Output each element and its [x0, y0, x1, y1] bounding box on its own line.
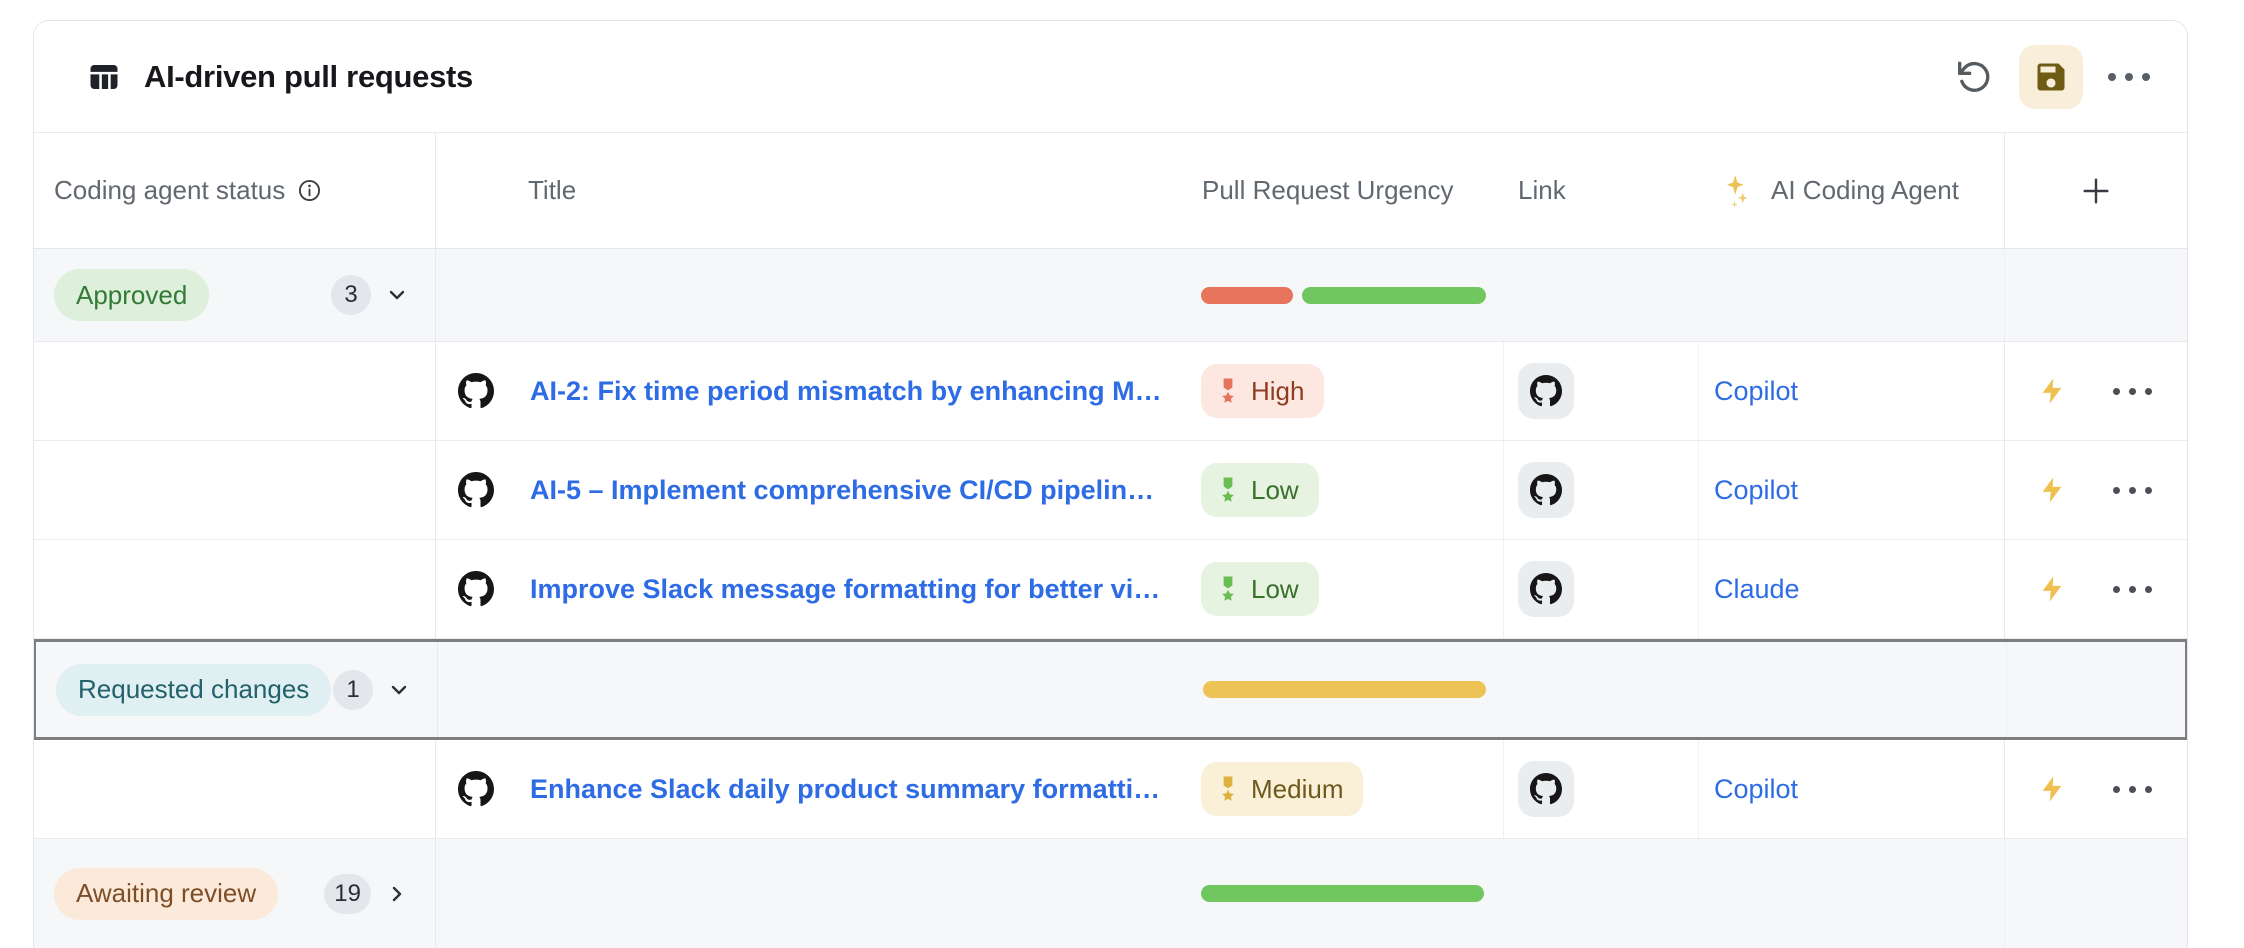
urgency-label: Medium	[1251, 773, 1344, 804]
github-icon	[1530, 474, 1562, 506]
table-row: Enhance Slack daily product summary form…	[34, 740, 2187, 839]
column-header-agent[interactable]: AI Coding Agent	[1699, 133, 2004, 248]
urgency-bar-high	[1201, 286, 1293, 304]
lightning-icon[interactable]	[2037, 475, 2067, 505]
column-label: Pull Request Urgency	[1202, 175, 1454, 205]
save-icon	[2037, 63, 2065, 90]
medal-icon	[1222, 776, 1234, 801]
urgency-summary-bars	[1186, 681, 1486, 698]
group-count-badge: 1	[333, 669, 373, 710]
column-header-link[interactable]: Link	[1504, 133, 1699, 248]
group-row-awaiting-review[interactable]: Awaiting review 19	[34, 839, 2187, 948]
undo-icon	[1958, 61, 1990, 92]
sparkles-icon	[1727, 174, 1748, 208]
group-count-badge: 3	[331, 275, 371, 315]
column-label: Title	[528, 175, 577, 205]
group-status-pill[interactable]: Requested changes	[56, 663, 332, 716]
github-icon	[458, 373, 494, 409]
table-row: Improve Slack message formatting for bet…	[34, 540, 2187, 639]
pr-title-link[interactable]: AI-5 – Implement comprehensive CI/CD pip…	[530, 474, 1155, 505]
urgency-badge[interactable]: Medium	[1201, 762, 1364, 816]
medal-icon	[1222, 477, 1234, 502]
row-menu-button[interactable]	[2113, 785, 2152, 793]
github-link-button[interactable]	[1518, 761, 1574, 817]
urgency-label: Low	[1251, 573, 1299, 604]
table-row: AI-2: Fix time period mismatch by enhanc…	[34, 342, 2187, 441]
page-title: AI-driven pull requests	[144, 58, 473, 94]
github-icon	[1530, 773, 1562, 805]
github-link-button[interactable]	[1518, 561, 1574, 617]
github-icon	[1530, 573, 1562, 605]
widget-titlebar: AI-driven pull requests	[34, 21, 2187, 133]
save-button[interactable]	[2019, 44, 2083, 109]
urgency-badge[interactable]: Low	[1201, 463, 1319, 517]
chevron-down-icon[interactable]	[385, 283, 409, 307]
group-row-approved[interactable]: Approved 3	[34, 249, 2187, 342]
urgency-bar-medium	[1203, 681, 1486, 698]
column-label: Coding agent status	[54, 175, 286, 205]
chevron-down-icon[interactable]	[387, 678, 411, 702]
urgency-summary-bars	[1184, 885, 1484, 902]
column-header-urgency[interactable]: Pull Request Urgency	[1184, 133, 1504, 248]
agent-link[interactable]: Copilot	[1714, 474, 1799, 505]
agent-link[interactable]: Copilot	[1714, 773, 1799, 804]
row-menu-button[interactable]	[2113, 585, 2152, 593]
ellipsis-icon	[2108, 72, 2150, 81]
chevron-right-icon[interactable]	[385, 882, 409, 906]
more-button[interactable]	[2097, 45, 2161, 109]
github-link-button[interactable]	[1518, 363, 1574, 419]
pr-title-link[interactable]: AI-2: Fix time period mismatch by enhanc…	[530, 375, 1162, 406]
table-row: AI-5 – Implement comprehensive CI/CD pip…	[34, 441, 2187, 540]
column-label: AI Coding Agent	[1771, 175, 1959, 205]
group-status-pill[interactable]: Awaiting review	[54, 867, 279, 920]
github-icon	[1530, 375, 1562, 407]
urgency-badge[interactable]: High	[1201, 364, 1325, 418]
pr-title-link[interactable]: Enhance Slack daily product summary form…	[530, 773, 1161, 804]
urgency-summary-bars	[1184, 286, 1486, 304]
urgency-bar-low	[1302, 286, 1486, 304]
lightning-icon[interactable]	[2037, 774, 2067, 804]
plus-icon	[2083, 177, 2109, 204]
lightning-icon[interactable]	[2037, 376, 2067, 406]
github-icon	[458, 472, 494, 508]
agent-link[interactable]: Claude	[1714, 573, 1800, 604]
add-column-button[interactable]	[2004, 133, 2187, 248]
column-header-row: Coding agent status Title Pull Request U…	[34, 133, 2187, 249]
info-icon	[299, 179, 321, 202]
group-status-pill[interactable]: Approved	[54, 269, 210, 321]
urgency-label: High	[1251, 375, 1305, 406]
column-header-title[interactable]: Title	[436, 133, 1184, 248]
group-row-requested-changes[interactable]: Requested changes 1	[34, 639, 2187, 740]
lightning-icon[interactable]	[2037, 574, 2067, 604]
github-link-button[interactable]	[1518, 462, 1574, 518]
urgency-badge[interactable]: Low	[1201, 562, 1319, 616]
group-count-badge: 19	[324, 873, 371, 914]
github-icon	[458, 571, 494, 607]
urgency-label: Low	[1251, 474, 1299, 505]
medal-icon	[1222, 576, 1234, 601]
medal-icon	[1222, 378, 1234, 403]
pr-title-link[interactable]: Improve Slack message formatting for bet…	[530, 573, 1161, 604]
row-menu-button[interactable]	[2113, 387, 2152, 395]
row-menu-button[interactable]	[2113, 486, 2152, 494]
table-icon	[90, 64, 118, 89]
undo-button[interactable]	[1941, 45, 2005, 109]
urgency-bar-low	[1201, 885, 1484, 902]
table-widget: AI-driven pull requests Coding agent sta…	[33, 20, 2188, 948]
column-label: Link	[1518, 175, 1566, 205]
column-header-status[interactable]: Coding agent status	[34, 133, 436, 248]
github-icon	[458, 771, 494, 807]
agent-link[interactable]: Copilot	[1714, 375, 1799, 406]
